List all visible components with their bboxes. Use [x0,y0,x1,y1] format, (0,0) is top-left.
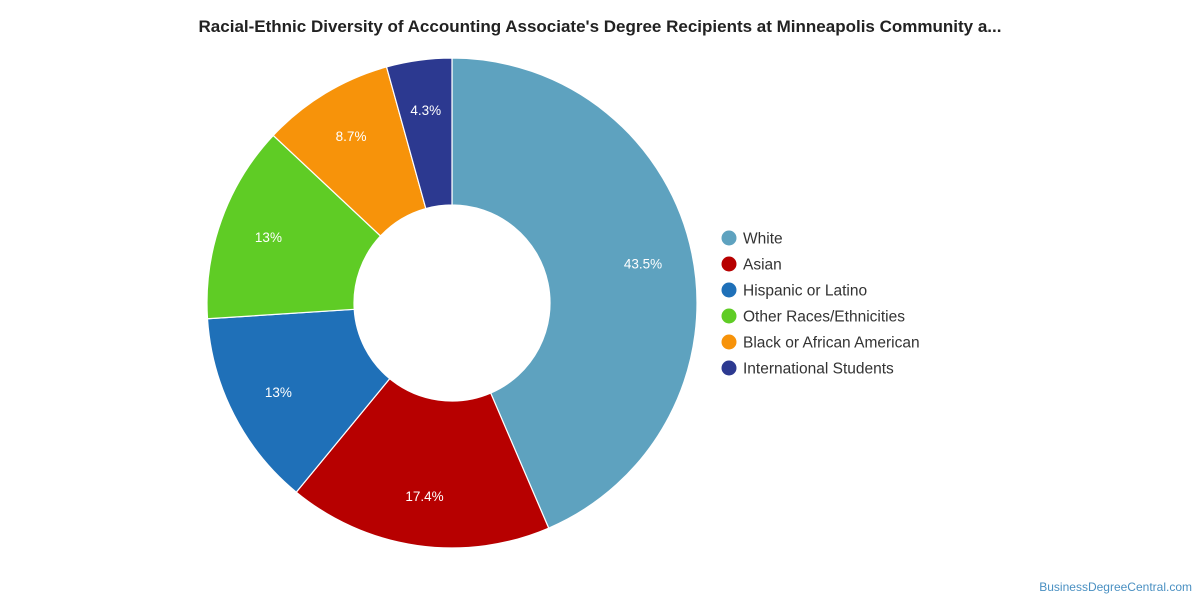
legend-label: Hispanic or Latino [743,283,867,300]
slice-other-races-ethnicities[interactable] [206,134,382,320]
legend-marker [721,360,737,376]
slice-label-asian: 17.4% [405,489,443,504]
slice-label-hispanic-or-latino: 13% [265,385,292,400]
slice-international-students[interactable] [385,57,453,210]
legend-marker [721,308,737,324]
slice-hispanic-or-latino[interactable] [206,308,391,494]
legend-item-white[interactable]: White [721,230,783,248]
legend-marker [721,230,737,246]
legend-item-international-students[interactable]: International Students [721,360,895,378]
slice-label-black-or-african-american: 8.7% [336,129,367,144]
chart-title: Racial-Ethnic Diversity of Accounting As… [198,17,1002,36]
source-credit[interactable]: BusinessDegreeCentral.com [1039,580,1192,594]
slice-label-other-races-ethnicities: 13% [255,230,282,245]
slice-white[interactable] [451,57,698,529]
legend-label: Black or African American [743,335,920,352]
slice-label-international-students: 4.3% [410,103,441,118]
legend-label: White [743,231,783,248]
legend-item-asian[interactable]: Asian [721,256,782,274]
legend-item-black-or-african-american[interactable]: Black or African American [721,334,920,352]
slice-label-white: 43.5% [624,257,662,272]
legend-label: International Students [743,361,894,378]
legend-marker [721,282,737,298]
legend-marker [721,256,737,272]
legend-label: Asian [743,257,782,274]
legend-item-hispanic-or-latino[interactable]: Hispanic or Latino [721,282,868,300]
legend-item-other-races-ethnicities[interactable]: Other Races/Ethnicities [721,308,906,326]
slice-asian[interactable] [295,377,550,549]
legend-marker [721,334,737,350]
legend-label: Other Races/Ethnicities [743,309,905,326]
